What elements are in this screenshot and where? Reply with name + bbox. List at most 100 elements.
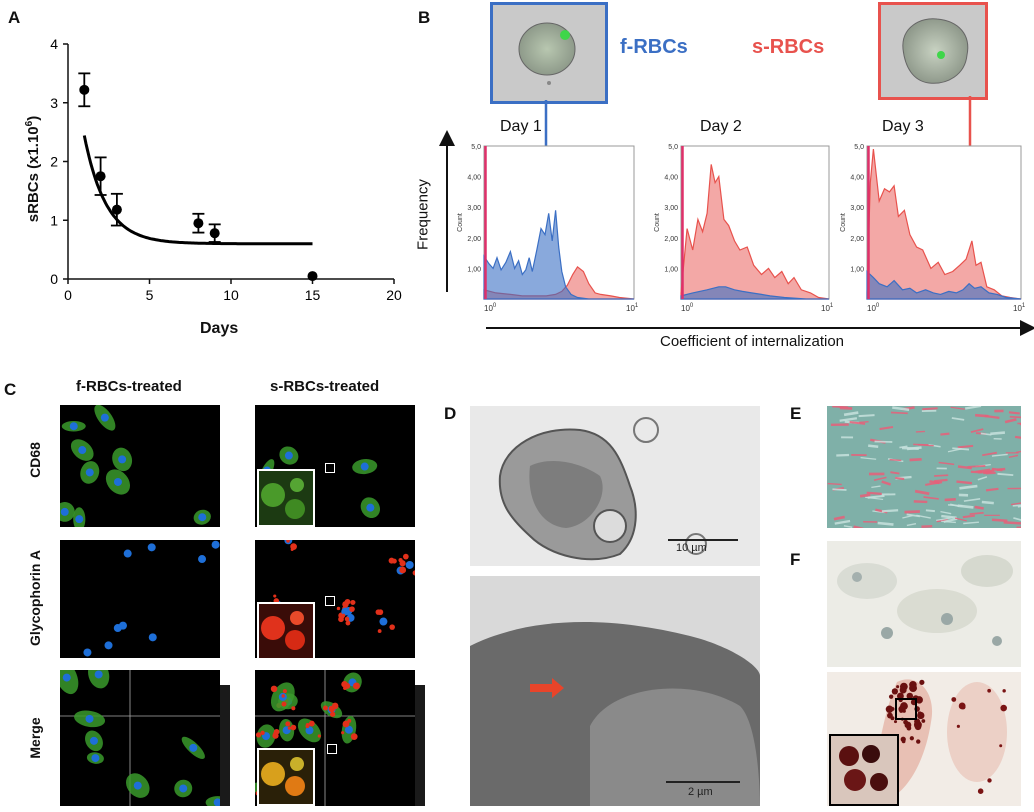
zoom-box-f: [895, 698, 917, 720]
b-count-label: Count: [840, 213, 847, 232]
b-ytick-label: 3,00: [664, 205, 678, 212]
panel-a-chart: 0 1 2 3 4 0 5 10 15 20: [50, 36, 402, 303]
f-rbc-cell-image: [518, 22, 576, 85]
panel-label-e: E: [790, 404, 802, 423]
panel-a-points: [78, 72, 318, 282]
b-ytick-label: 5,0: [854, 144, 864, 151]
stain-image-f-top: [827, 541, 1021, 667]
micrograph-f-merge: [60, 670, 220, 806]
panel-a-axes: 0 1 2 3 4 0 5 10 15 20: [50, 36, 402, 303]
micrograph-s-glycophorin: [255, 540, 415, 658]
row-label-cd68: CD68: [27, 442, 43, 478]
histogram-day-3: 1,00 2,00 3,00 4,00 5,0 Count 100 101: [840, 144, 1026, 313]
panel-label-c: C: [4, 380, 17, 399]
b-ytick-label: 4,00: [664, 175, 678, 182]
b-ytick-label: 4,00: [467, 175, 481, 182]
row-label-merge: Merge: [27, 717, 43, 759]
panel-label-f: F: [790, 550, 801, 569]
zoom-inset-s-merge: [257, 748, 315, 806]
panel-label-a: A: [8, 8, 21, 27]
col-title-f-rbcs-treated: f-RBCs-treated: [76, 378, 182, 395]
b-ytick-label: 2,00: [664, 236, 678, 243]
b-ytick-label: 2,00: [850, 236, 864, 243]
panel-a-xlabel: Days: [200, 320, 239, 337]
b-count-label: Count: [654, 213, 661, 232]
a-data-point: [307, 271, 318, 282]
a-xtick-label: 0: [64, 287, 72, 303]
zoom-inset-f: [829, 734, 899, 806]
panel-b-ylabel: Frequency: [414, 179, 432, 250]
b-ytick-label: 3,00: [850, 205, 864, 212]
zoom-box-s-glycophorin: [325, 596, 335, 606]
b-xtick-label: 100: [484, 303, 497, 313]
area-s-rbcs: [866, 149, 1022, 300]
day2-title: Day 2: [700, 118, 742, 135]
day1-title: Day 1: [500, 118, 542, 135]
a-ytick-label: 4: [50, 36, 58, 52]
a-xtick-label: 20: [386, 287, 402, 303]
a-ytick-label: 0: [50, 271, 58, 287]
histogram-day-1: 1,00 2,00 3,00 4,00 5,0 Count 100 101: [457, 144, 639, 313]
row-label-glycophorin-a: Glycophorin A: [27, 550, 43, 646]
area-f-rbcs: [680, 286, 829, 300]
panel-label-d: D: [444, 404, 457, 423]
b-xtick-label: 101: [821, 303, 834, 313]
zoom-box-s-merge: [327, 744, 337, 754]
b-ytick-label: 1,00: [850, 266, 864, 273]
legend-f-rbcs: f-RBCs: [620, 36, 688, 58]
a-ytick-label: 1: [50, 212, 58, 228]
zoom-inset-s-glycophorin: [257, 602, 315, 658]
area-f-rbcs: [483, 210, 634, 300]
tem-image-top: 10 µm: [470, 406, 760, 566]
a-ytick-label: 2: [50, 154, 58, 170]
col-title-s-rbcs-treated: s-RBCs-treated: [270, 378, 380, 395]
stain-image-e: [827, 406, 1021, 528]
b-xtick-label: 100: [867, 303, 880, 313]
micrograph-f-cd68: [60, 405, 220, 527]
b-ytick-label: 1,00: [664, 266, 678, 273]
a-ytick-label: 3: [50, 95, 58, 111]
scale-bar-bottom-label: 2 µm: [688, 786, 713, 798]
a-data-point: [111, 204, 122, 215]
zoom-inset-s-cd68: [257, 469, 315, 527]
scale-bar-top-label: 10 µm: [676, 542, 707, 554]
a-xtick-label: 15: [305, 287, 321, 303]
zoom-box-s-cd68: [325, 463, 335, 473]
a-xtick-label: 10: [223, 287, 239, 303]
micrograph-f-glycophorin: [60, 540, 220, 658]
a-data-point: [95, 171, 106, 182]
b-ytick-label: 4,00: [850, 175, 864, 182]
a-xtick-label: 5: [146, 287, 154, 303]
s-rbc-cell-image: [902, 18, 969, 84]
panel-b-histograms: 1,00 2,00 3,00 4,00 5,0 Count 100 101 1,00 2,00 3,…: [439, 130, 1034, 336]
f-rbc-cell-inset: [490, 2, 608, 104]
panel-label-b: B: [418, 8, 431, 27]
micrograph-s-merge: [255, 670, 415, 806]
b-xtick-label: 100: [681, 303, 694, 313]
tem-image-bottom: 2 µm: [470, 576, 760, 806]
area-f-rbcs: [866, 270, 1022, 300]
b-ytick-label: 1,00: [467, 266, 481, 273]
b-ytick-label: 2,00: [467, 236, 481, 243]
b-ytick-label: 5,0: [471, 144, 481, 151]
a-data-point: [209, 228, 220, 239]
b-ytick-label: 3,00: [467, 205, 481, 212]
micrograph-s-cd68: [255, 405, 415, 527]
legend-s-rbcs: s-RBCs: [752, 36, 825, 58]
b-xtick-label: 101: [1013, 303, 1026, 313]
stain-image-f-bottom: [827, 672, 1021, 806]
b-xtick-label: 101: [626, 303, 639, 313]
b-ytick-label: 5,0: [668, 144, 678, 151]
red-arrow-indicator: [530, 678, 564, 698]
orthogonal-strip-s: [415, 685, 425, 806]
area-s-rbcs: [680, 164, 830, 300]
a-data-point: [193, 218, 204, 229]
day3-title: Day 3: [882, 118, 924, 135]
b-count-label: Count: [457, 213, 464, 232]
a-data-point: [79, 84, 90, 95]
s-rbc-cell-inset: [878, 2, 988, 100]
histogram-day-2: 1,00 2,00 3,00 4,00 5,0 Count 100 101: [654, 144, 834, 313]
orthogonal-strip-f: [220, 685, 230, 806]
panel-b-xlabel: Coefficient of internalization: [660, 333, 844, 350]
